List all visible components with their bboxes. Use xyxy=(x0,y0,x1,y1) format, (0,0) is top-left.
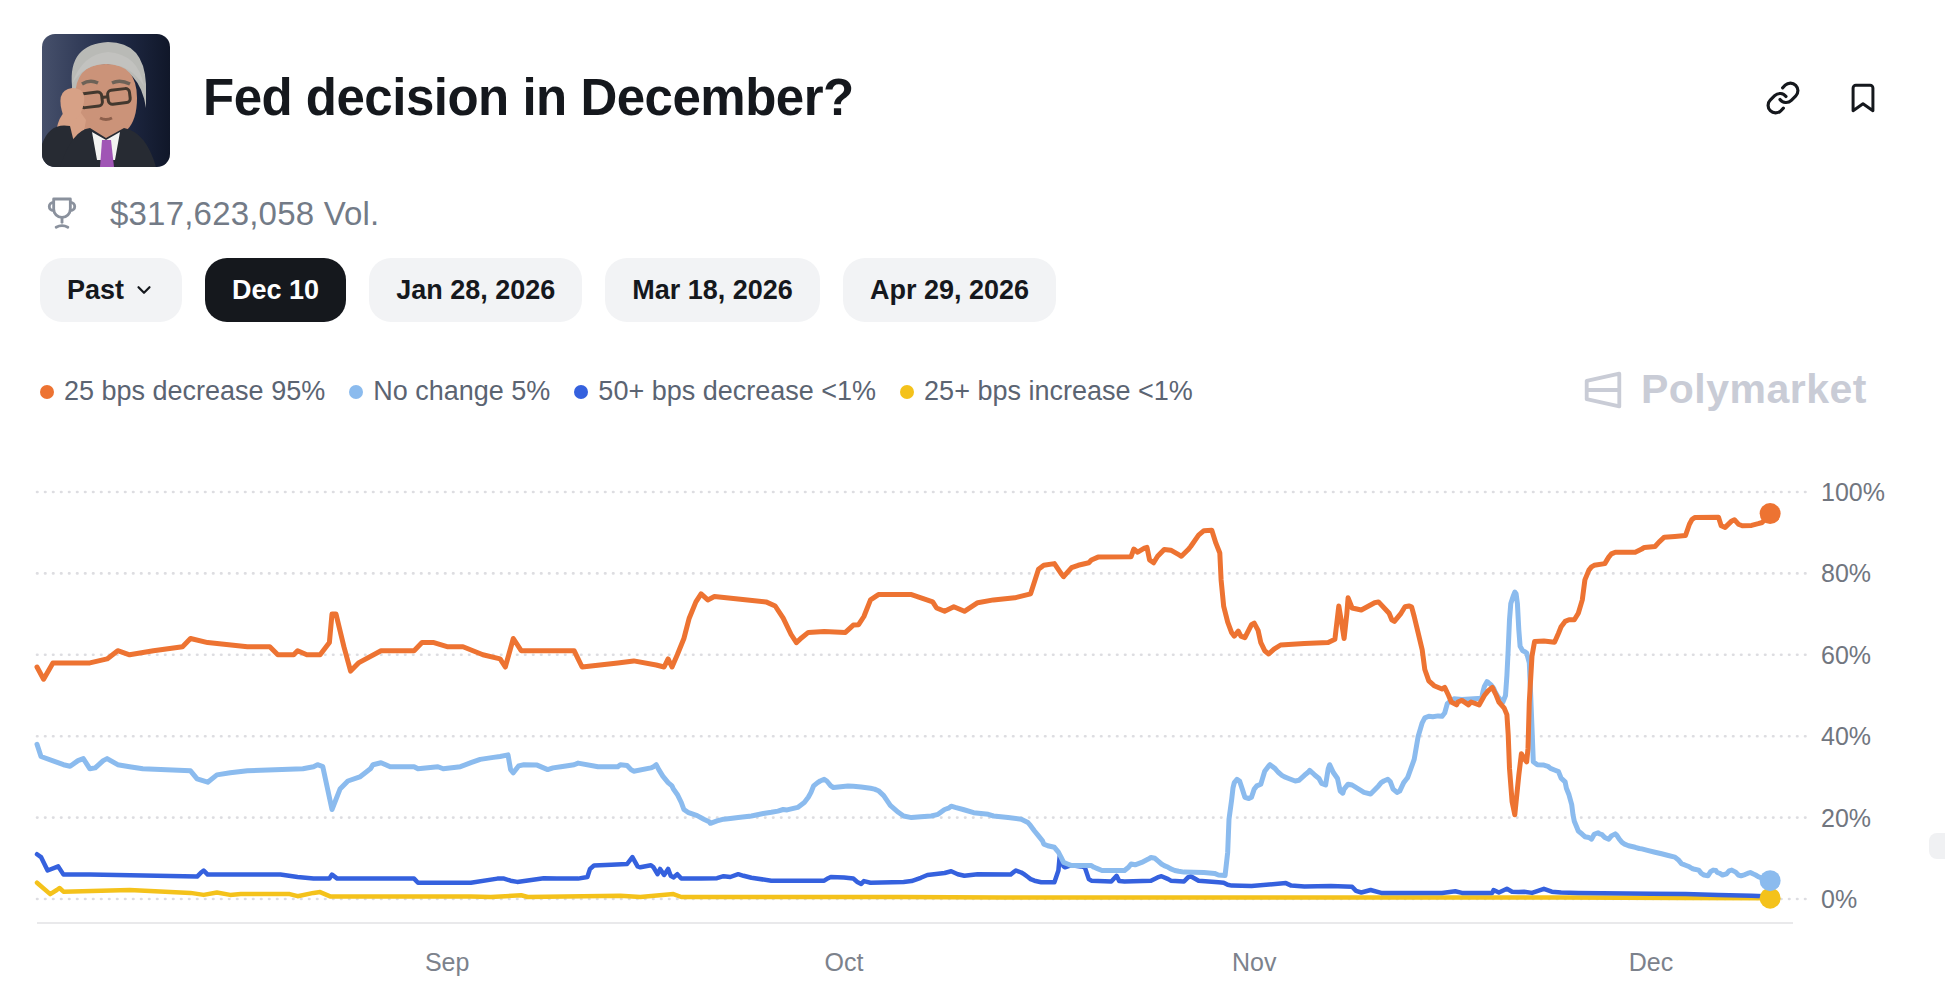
scroll-chip xyxy=(1929,833,1945,859)
x-axis-label: Dec xyxy=(1629,948,1673,976)
y-axis-label: 80% xyxy=(1821,559,1871,587)
y-axis-label: 60% xyxy=(1821,641,1871,669)
series-end-dot-no-change xyxy=(1760,870,1781,891)
y-axis-label: 100% xyxy=(1821,478,1885,506)
series-end-dot-25-bps-decrease xyxy=(1760,503,1781,524)
x-axis-label: Oct xyxy=(825,948,864,976)
y-axis-label: 40% xyxy=(1821,722,1871,750)
x-axis-label: Nov xyxy=(1232,948,1277,976)
x-axis-label: Sep xyxy=(425,948,469,976)
price-chart[interactable]: 100% 80% 60% 40% 20% 0% Sep Oct Nov Dec xyxy=(0,0,1945,996)
y-axis-label: 0% xyxy=(1821,885,1857,913)
y-axis-label: 20% xyxy=(1821,804,1871,832)
series-line-50-bps-decrease xyxy=(37,854,1770,896)
